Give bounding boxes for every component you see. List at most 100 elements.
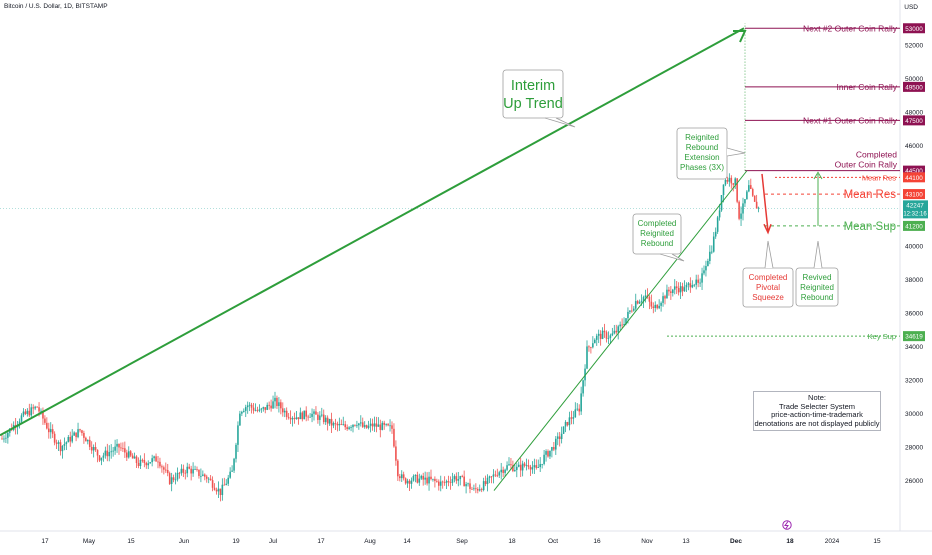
candle-body	[332, 423, 335, 426]
candle-body	[701, 273, 703, 283]
candle-body	[555, 438, 557, 450]
candle-body	[180, 468, 183, 474]
candle-body	[73, 432, 75, 436]
annotation-pointer	[659, 253, 685, 262]
candle-body	[137, 463, 140, 466]
candle-body	[675, 286, 678, 289]
candle-body	[514, 469, 516, 472]
candle-body	[379, 424, 382, 430]
candle-body	[436, 480, 438, 482]
note-box: Note: Trade Selecter System price-action…	[753, 391, 881, 431]
candle-body	[250, 404, 253, 408]
candle-body	[539, 464, 541, 468]
level-badge-text: 53000	[905, 26, 923, 33]
level-badge	[903, 23, 925, 34]
candle-body	[170, 477, 173, 484]
candle-body	[656, 304, 658, 309]
candle-body	[611, 333, 614, 336]
candle-body	[742, 203, 744, 214]
candle-body	[399, 476, 401, 479]
level-label: Next #2 Outer Coin Rally	[803, 23, 898, 33]
level-label: Mean Res	[862, 173, 896, 182]
note-line: denotations are not displayed publicly	[754, 418, 880, 428]
candle-body	[120, 447, 122, 449]
candle-body	[751, 189, 754, 196]
candle-body	[707, 260, 709, 267]
candle-body	[414, 474, 417, 476]
candle-body	[500, 469, 502, 473]
level-badge	[903, 220, 925, 231]
candle-body	[151, 458, 153, 463]
candle-body	[668, 289, 670, 292]
candle-body	[266, 404, 268, 410]
candle-body	[161, 466, 163, 468]
candle-body	[695, 279, 697, 285]
candle-body	[299, 412, 302, 420]
candle-body	[393, 428, 395, 447]
candle-body	[527, 465, 530, 467]
candle-body	[623, 324, 625, 326]
candle-body	[716, 217, 719, 232]
candle-body	[22, 411, 25, 416]
candle-body	[346, 427, 348, 430]
candle-body	[254, 409, 257, 411]
candle-body	[172, 477, 175, 480]
x-tick-label: 17	[41, 538, 49, 545]
annotation-text: Rebound	[641, 239, 673, 248]
candle-body	[282, 408, 284, 413]
y-tick-label: 26000	[905, 478, 923, 485]
x-tick-label: Nov	[641, 538, 653, 545]
candle-body	[360, 422, 362, 424]
candle-body	[51, 429, 54, 434]
candle-body	[53, 433, 56, 443]
candle-body	[408, 480, 411, 484]
candle-body	[473, 488, 475, 490]
candle-body	[122, 448, 124, 450]
candle-body	[478, 489, 481, 491]
annotation-text: Revived	[803, 273, 832, 282]
candle-body	[287, 416, 290, 418]
candle-body	[328, 418, 331, 424]
candle-body	[531, 467, 534, 470]
candle-body	[724, 179, 727, 185]
candle-body	[543, 454, 545, 464]
candle-body	[638, 301, 641, 304]
y-tick-label: 48000	[905, 110, 923, 117]
currency-label[interactable]: USD	[904, 4, 918, 11]
candle-body	[496, 475, 499, 477]
candle-body	[350, 427, 352, 428]
candle-body	[209, 478, 212, 481]
annotation-text: Reignited	[640, 229, 674, 238]
candle-body	[549, 450, 551, 457]
candle-body	[734, 178, 736, 185]
candle-body	[629, 310, 631, 312]
candle-body	[307, 416, 309, 418]
level-label: Mean Res	[844, 189, 897, 201]
candle-body	[400, 474, 403, 479]
level-badge	[903, 115, 925, 126]
candle-body	[406, 480, 409, 484]
candle-body	[147, 463, 150, 466]
candle-body	[426, 477, 428, 484]
annotation-text: Up Trend	[503, 96, 563, 112]
candle-body	[256, 409, 259, 411]
candle-body	[580, 393, 582, 412]
candle-body	[20, 415, 23, 422]
candle-body	[457, 479, 460, 481]
candle-body	[537, 467, 540, 468]
annotation-pointer	[813, 240, 823, 269]
y-tick-label: 32000	[905, 378, 923, 385]
candle-body	[155, 456, 157, 462]
candle-body	[371, 423, 374, 427]
candle-body	[239, 413, 241, 426]
candle-body	[385, 424, 387, 425]
candle-body	[46, 422, 48, 429]
candle-body	[541, 463, 543, 465]
candle-body	[545, 451, 547, 455]
candle-body	[190, 468, 192, 474]
candle-body	[519, 464, 522, 471]
candle-body	[438, 481, 440, 486]
candle-body	[159, 461, 161, 467]
